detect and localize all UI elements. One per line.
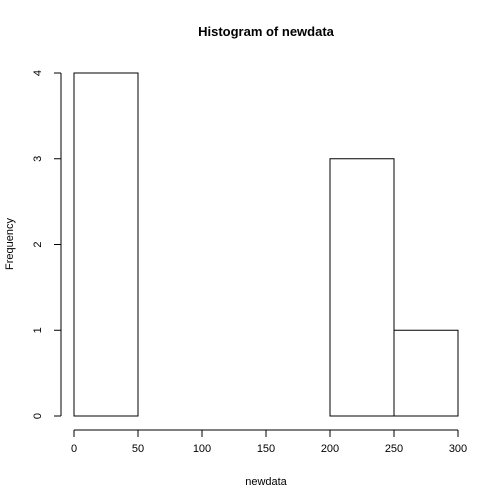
y-tick-label-2: 2 [32, 241, 44, 247]
y-axis: 0 1 2 3 4 [32, 70, 61, 419]
x-tick-label-50: 50 [132, 443, 144, 455]
y-tick-label-0: 0 [32, 413, 44, 419]
histogram-bar-0-50 [74, 73, 138, 416]
y-tick-label-1: 1 [32, 327, 44, 333]
histogram-bars [74, 73, 458, 416]
histogram-bar-250-300 [394, 330, 458, 416]
x-tick-label-150: 150 [257, 443, 275, 455]
x-tick-label-250: 250 [385, 443, 403, 455]
y-axis-label: Frequency [4, 218, 16, 270]
x-axis-label: newdata [245, 476, 287, 488]
chart-title: Histogram of newdata [198, 24, 335, 39]
y-tick-label-4: 4 [32, 70, 44, 76]
y-tick-label-3: 3 [32, 156, 44, 162]
x-tick-label-0: 0 [71, 443, 77, 455]
x-tick-label-200: 200 [321, 443, 339, 455]
x-axis: 0 50 100 150 200 250 300 [71, 430, 467, 455]
x-tick-label-300: 300 [449, 443, 467, 455]
x-tick-label-100: 100 [193, 443, 211, 455]
histogram-bar-200-250 [330, 159, 394, 416]
